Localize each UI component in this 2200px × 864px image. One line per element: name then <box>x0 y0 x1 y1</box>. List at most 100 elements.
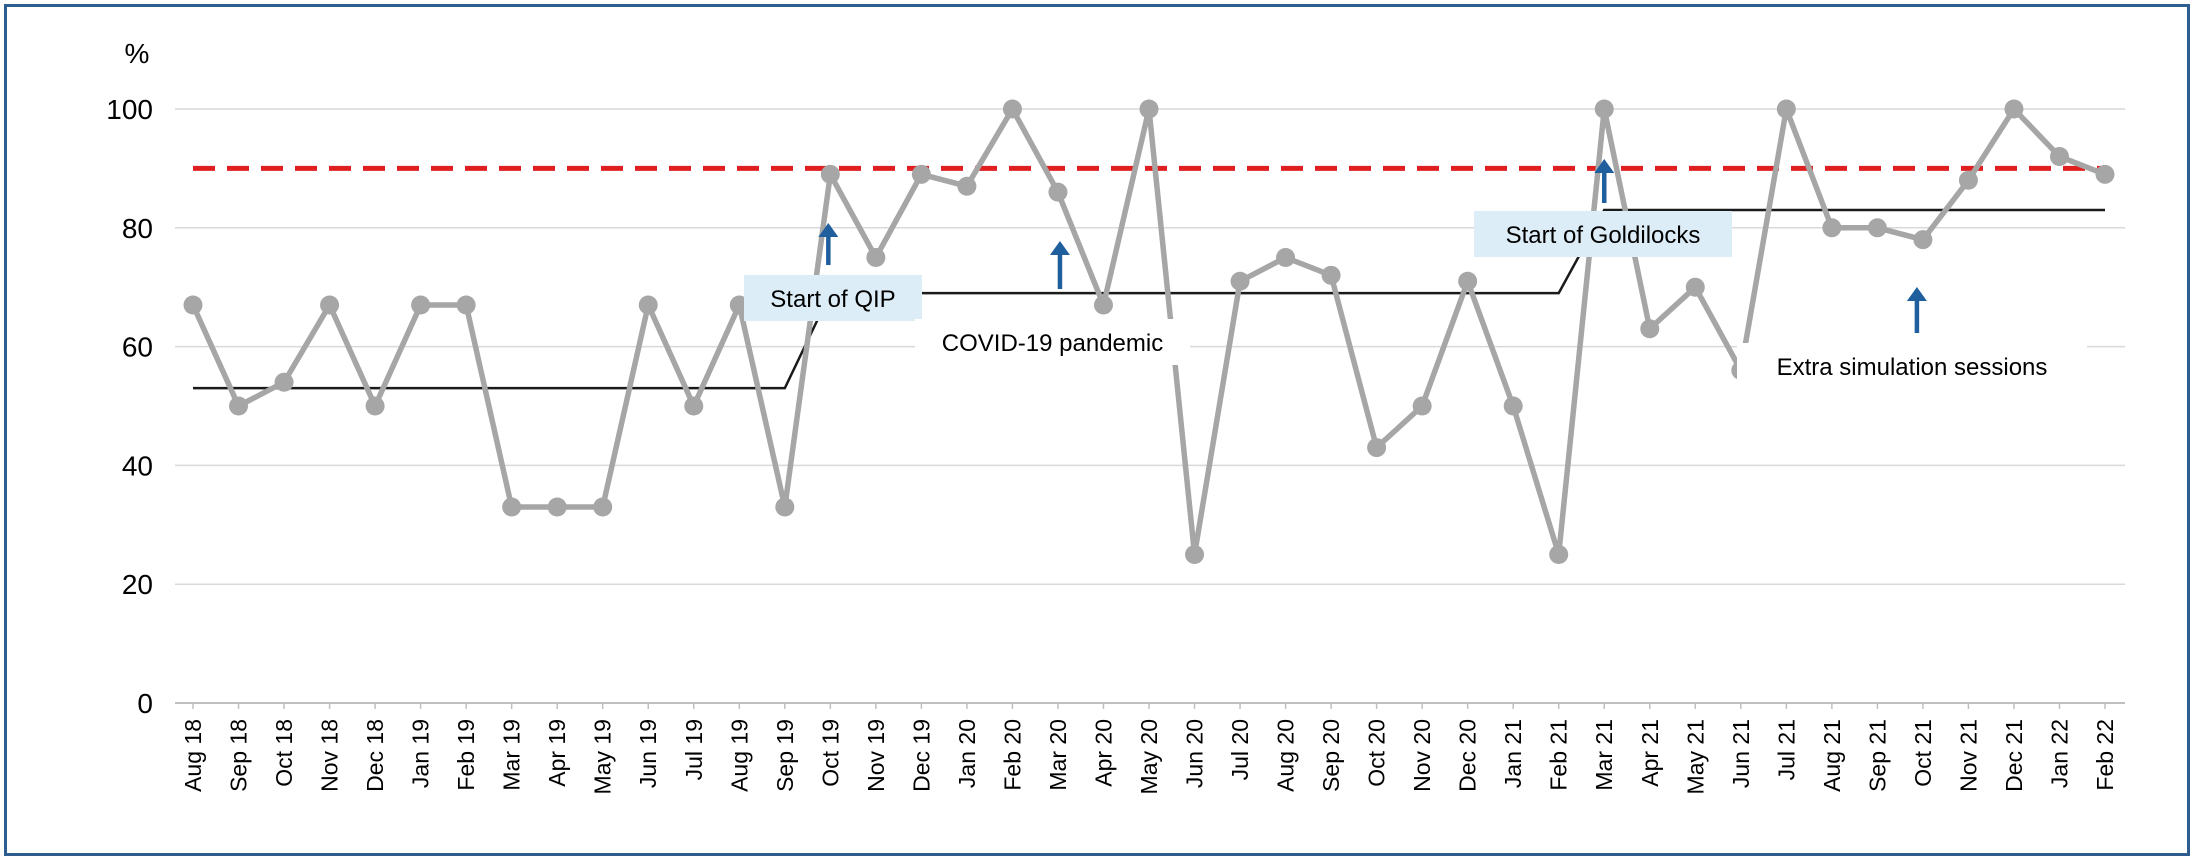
data-point <box>1594 99 1614 119</box>
chart-frame: 0 20 40 60 80 100 % Aug 18 Sep 18 Oct 18 Nov 18 D… <box>4 4 2190 856</box>
goldilocks-label-text: Start of Goldilocks <box>1506 222 1701 249</box>
x-tick-label: Feb 20 <box>999 719 1025 791</box>
data-point <box>638 295 658 315</box>
data-point <box>1412 396 1432 416</box>
x-tick-label: Dec 19 <box>908 719 934 792</box>
x-tick-label: Jun 21 <box>1728 719 1754 788</box>
x-tick-label: Aug 18 <box>180 719 206 792</box>
simulation-label-text: Extra simulation sessions <box>1777 354 2048 381</box>
x-tick-label: Jan 22 <box>2046 719 2072 788</box>
data-point <box>1321 265 1341 285</box>
x-tick-label: Jul 19 <box>681 719 707 780</box>
data-point <box>1867 218 1887 238</box>
data-point <box>2095 164 2115 184</box>
annotations: Start of QIP COVID-19 pandemic Start of Go… <box>744 159 2087 389</box>
data-point <box>1549 545 1569 564</box>
x-tick-label: Nov 21 <box>1955 719 1981 792</box>
goldilocks-arrow-head <box>1594 159 1615 173</box>
data-point <box>1822 218 1842 238</box>
y-axis-unit-label: % <box>125 38 150 69</box>
y-tick-label: 60 <box>122 332 153 363</box>
x-tick-label: Oct 21 <box>1910 719 1936 787</box>
x-tick-label: Oct 20 <box>1364 719 1390 787</box>
x-tick-label: Apr 20 <box>1090 719 1116 787</box>
x-tick-label: Sep 18 <box>226 719 252 792</box>
x-tick-label: Dec 21 <box>2001 719 2027 792</box>
x-tick-label: May 21 <box>1682 719 1708 794</box>
x-tick-label: Mar 20 <box>1045 719 1071 791</box>
data-point <box>684 396 704 416</box>
data-point <box>229 396 249 416</box>
x-tick-label: Dec 18 <box>362 719 388 792</box>
x-tick-label: Jul 21 <box>1773 719 1799 780</box>
data-point <box>911 164 931 184</box>
x-tick-label: Apr 19 <box>544 719 570 787</box>
x-tick-label: Jan 21 <box>1500 719 1526 788</box>
data-point <box>547 497 567 517</box>
x-tick-label: Aug 21 <box>1819 719 1845 792</box>
y-tick-label: 80 <box>122 213 153 244</box>
x-tick-label: Dec 20 <box>1455 719 1481 792</box>
data-point <box>1685 277 1705 297</box>
series <box>183 99 2115 564</box>
data-point <box>820 164 840 184</box>
x-tick-label: Sep 20 <box>1318 719 1344 792</box>
data-point <box>1230 271 1250 291</box>
gridlines <box>175 108 2125 704</box>
x-tick-label: Nov 20 <box>1409 719 1435 792</box>
y-axis-ticks: 0 20 40 60 80 100 <box>106 94 153 719</box>
x-tick-label: Jan 20 <box>954 719 980 788</box>
data-point <box>274 372 294 392</box>
covid-arrow-head <box>1049 241 1070 255</box>
qip-label-box <box>744 275 922 321</box>
data-point <box>183 295 203 315</box>
y-tick-label: 40 <box>122 450 153 481</box>
x-tick-label: Feb 19 <box>453 719 479 791</box>
data-point <box>1048 182 1068 202</box>
y-tick-label: 0 <box>137 688 153 719</box>
qip-arrow-head <box>818 223 839 237</box>
data-point <box>2004 99 2024 119</box>
data-point <box>1640 319 1660 339</box>
data-point <box>365 396 385 416</box>
data-point <box>1002 99 1022 119</box>
data-point <box>1093 295 1113 315</box>
qip-label-text: Start of QIP <box>770 286 895 313</box>
x-tick-label: Oct 19 <box>817 719 843 787</box>
x-tick-label: Mar 19 <box>499 719 525 791</box>
data-point <box>1185 545 1205 564</box>
data-point <box>320 295 340 315</box>
x-tick-label: Nov 19 <box>863 719 889 792</box>
x-tick-label: Apr 21 <box>1637 719 1663 787</box>
x-tick-label: Jun 20 <box>1182 719 1208 788</box>
x-tick-label: Jan 19 <box>408 719 434 788</box>
x-tick-label: May 20 <box>1136 719 1162 794</box>
simulation-label-box <box>1737 343 2087 389</box>
data-point <box>1776 99 1796 119</box>
data-point <box>1458 271 1478 291</box>
line-chart: 0 20 40 60 80 100 % Aug 18 Sep 18 Oct 18 Nov 18 D… <box>106 38 2125 794</box>
data-point <box>1276 248 1296 267</box>
data-point <box>1367 438 1387 458</box>
y-tick-label: 20 <box>122 569 153 600</box>
data-point <box>1139 99 1159 119</box>
goldilocks-label-box <box>1474 211 1732 257</box>
x-tick-label: Oct 18 <box>271 719 297 787</box>
x-tick-label: Feb 22 <box>2092 719 2118 791</box>
data-point <box>1503 396 1523 416</box>
covid-label-text: COVID-19 pandemic <box>942 330 1163 357</box>
x-tick-label: Sep 19 <box>772 719 798 792</box>
data-point <box>957 176 977 196</box>
data-point <box>1958 170 1978 190</box>
data-point <box>502 497 522 517</box>
data-point <box>775 497 795 517</box>
x-tick-label: Jun 19 <box>635 719 661 788</box>
data-point <box>456 295 476 315</box>
y-tick-label: 100 <box>106 94 153 125</box>
x-tick-label: Mar 21 <box>1591 719 1617 791</box>
x-tick-label: Nov 18 <box>317 719 343 792</box>
covid-label-box <box>915 319 1190 365</box>
x-axis-ticks: Aug 18 Sep 18 Oct 18 Nov 18 Dec 18 Jan 19 Feb … <box>180 703 2118 794</box>
x-tick-label: May 19 <box>590 719 616 794</box>
x-tick-label: Sep 21 <box>1864 719 1890 792</box>
